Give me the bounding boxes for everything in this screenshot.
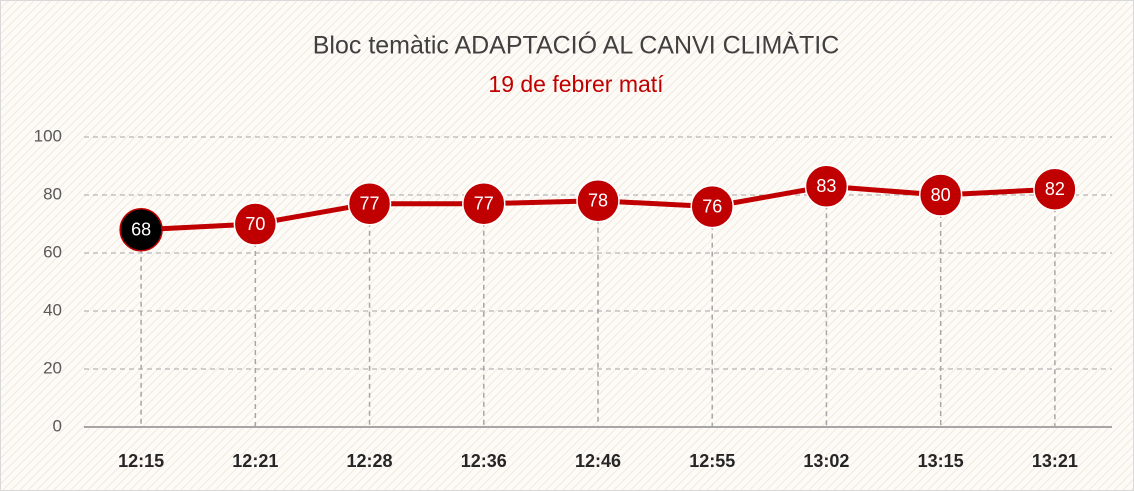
data-label: 83: [816, 176, 836, 196]
y-tick-label: 20: [43, 358, 62, 377]
data-label: 77: [360, 193, 380, 213]
point: [804, 164, 849, 209]
point: [1033, 167, 1077, 211]
data-label: 80: [931, 185, 951, 205]
data-label: 68: [131, 220, 151, 240]
x-tick-label: 13:02: [803, 451, 849, 471]
y-tick-label: 80: [43, 184, 62, 203]
y-tick-label: 100: [34, 126, 62, 145]
point: [918, 173, 963, 217]
x-tick-label: 13:21: [1032, 451, 1078, 471]
point: [119, 208, 163, 252]
y-tick-label: 60: [43, 242, 62, 261]
x-tick-label: 12:36: [461, 451, 507, 471]
data-label: 82: [1045, 179, 1065, 199]
y-tick-label: 40: [43, 300, 62, 319]
x-tick-label: 12:28: [347, 451, 393, 471]
data-label: 77: [474, 193, 494, 213]
x-tick-label: 13:15: [918, 451, 964, 471]
data-label: 70: [245, 214, 265, 234]
x-tick-label: 12:21: [232, 451, 278, 471]
point: [690, 184, 734, 229]
x-tick-label: 12:46: [575, 451, 621, 471]
y-tick-label: 0: [53, 416, 62, 435]
x-tick-label: 12:55: [689, 451, 735, 471]
chart-title: Bloc temàtic ADAPTACIÓ AL CANVI CLIMÀTIC: [313, 31, 840, 60]
point: [576, 179, 620, 223]
x-tick-label: 12:15: [118, 451, 164, 471]
point: [462, 181, 506, 226]
chart-subtitle: 19 de febrer matí: [488, 71, 664, 97]
data-label: 76: [702, 196, 722, 216]
point: [233, 202, 278, 246]
point: [347, 181, 392, 226]
data-label: 78: [588, 191, 608, 211]
